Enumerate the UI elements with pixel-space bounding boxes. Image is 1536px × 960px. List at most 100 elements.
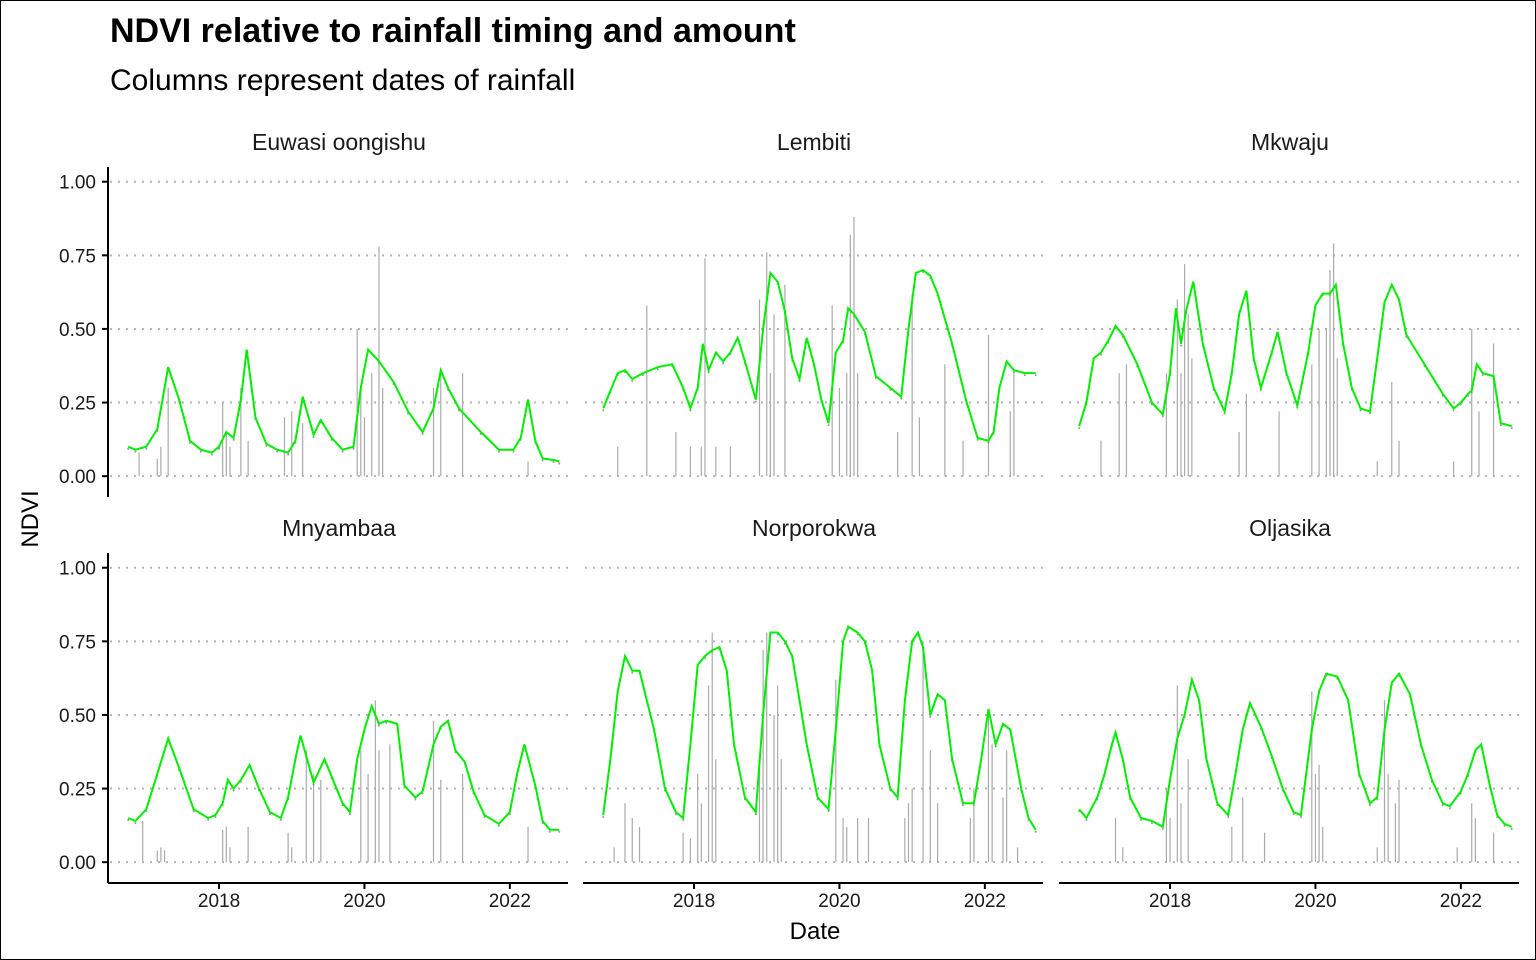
ndvi-point (207, 819, 210, 821)
ndvi-point (656, 368, 659, 371)
ndvi-point (1481, 374, 1484, 377)
y-tick-label: 0.75 (59, 632, 96, 653)
x-tick-label: 2018 (673, 891, 715, 912)
ndvi-point (1139, 819, 1142, 821)
ndvi-point (631, 380, 634, 382)
x-axis-title: Date (790, 918, 841, 945)
ndvi-point (1161, 827, 1164, 830)
ndvi-point (265, 444, 268, 447)
ndvi-point (1023, 374, 1026, 377)
ndvi-point (214, 816, 217, 819)
x-tick-label: 2022 (489, 891, 531, 912)
ndvi-point (1510, 427, 1513, 430)
x-tick-label: 2022 (1440, 891, 1482, 912)
ndvi-point (287, 453, 290, 456)
facet-panel: Norporokwa 2018 2020 2022 (583, 515, 1043, 912)
ndvi-point (1499, 424, 1502, 427)
facet-panel: Lembiti (585, 129, 1043, 478)
ndvi-point (421, 433, 424, 435)
ndvi-point (642, 374, 645, 377)
facet-strip-label: Mnyambaa (282, 515, 396, 541)
ndvi-point (962, 804, 965, 807)
ndvi-point (754, 400, 757, 403)
ndvi-point (1441, 804, 1444, 807)
ndvi-line (1078, 671, 1513, 829)
x-tick-label: 2020 (343, 891, 385, 912)
ndvi-point (552, 460, 555, 463)
y-tick-label: 0.00 (59, 853, 96, 874)
ndvi-point (541, 459, 544, 462)
x-tick-label: 2018 (1149, 891, 1191, 912)
facet-panel: Mnyambaa 0.00 0.25 0.50 0.75 1.00 2018 2020 2022 (59, 515, 568, 912)
y-tick-label: 1.00 (59, 173, 96, 194)
ndvi-point (279, 819, 282, 821)
ndvi-point (1085, 819, 1088, 821)
ndvi-point (145, 447, 148, 450)
ndvi-point (1012, 371, 1015, 374)
ndvi-line (127, 347, 560, 463)
y-tick-label: 0.50 (59, 320, 96, 341)
chart-subtitle: Columns represent dates of rainfall (110, 64, 576, 97)
ndvi-point (1368, 412, 1371, 415)
ndvi-point (1448, 807, 1451, 810)
ndvi-line (1078, 281, 1512, 428)
ndvi-point (1452, 409, 1455, 412)
ndvi-point (972, 804, 975, 807)
x-tick-label: 2018 (198, 891, 240, 912)
facet-strip-label: Euwasi oongishu (252, 129, 426, 155)
ndvi-point (1150, 821, 1153, 824)
ndvi-point (127, 447, 130, 450)
facet-panel: Mkwaju (1061, 129, 1519, 478)
facet-strip-label: Mkwaju (1251, 129, 1329, 155)
ndvi-point (341, 450, 344, 453)
ndvi-point (1359, 409, 1362, 412)
ndvi-point (1510, 827, 1513, 830)
ndvi-point (1292, 813, 1295, 816)
ndvi-point (1179, 344, 1182, 347)
ndvi-point (134, 821, 137, 824)
ndvi-point (827, 424, 830, 427)
ndvi-point (1034, 374, 1037, 377)
ndvi-point (385, 721, 388, 724)
facet-strip-label: Norporokwa (752, 515, 876, 541)
ndvi-point (987, 441, 990, 444)
facet-panel: Oljasika 2018 2020 2022 (1059, 515, 1519, 912)
facet-strip-label: Oljasika (1249, 515, 1331, 541)
x-tick-label: 2020 (1294, 891, 1336, 912)
ndvi-point (929, 715, 932, 718)
ndvi-point (602, 409, 605, 412)
ndvi-point (377, 724, 380, 727)
ndvi-point (1368, 804, 1371, 807)
ndvi-point (497, 450, 500, 453)
y-tick-label: 0.25 (59, 780, 96, 801)
ndvi-line (602, 625, 1037, 831)
ndvi-point (722, 362, 725, 365)
ndvi-point (1299, 816, 1302, 819)
ndvi-point (976, 438, 979, 441)
ndvi-point (497, 824, 500, 827)
ndvi-point (414, 798, 417, 801)
ndvi-point (548, 830, 551, 833)
ndvi-point (232, 789, 235, 792)
ndvi-point (199, 450, 202, 453)
ndvi-point (210, 453, 213, 456)
ndvi-point (558, 462, 561, 465)
facet-strip-label: Lembiti (777, 129, 851, 155)
ndvi-point (134, 450, 137, 453)
ndvi-line (127, 703, 560, 831)
y-tick-label: 0.50 (59, 706, 96, 727)
ndvi-point (1328, 294, 1331, 297)
y-axis-title: NDVI (17, 490, 44, 547)
ndvi-point (268, 813, 271, 816)
y-tick-label: 0.75 (59, 246, 96, 267)
ndvi-point (631, 671, 634, 674)
ndvi-point (512, 450, 515, 453)
x-tick-label: 2022 (964, 891, 1006, 912)
ndvi-point (558, 830, 561, 833)
ndvi-point (352, 447, 355, 450)
x-tick-label: 2020 (818, 891, 860, 912)
chart-title: NDVI relative to rainfall timing and amo… (110, 12, 796, 50)
ndvi-point (1503, 824, 1506, 827)
facet-panel: Euwasi oongishu 0.00 0.25 0.50 0.75 1.00 (59, 129, 568, 497)
